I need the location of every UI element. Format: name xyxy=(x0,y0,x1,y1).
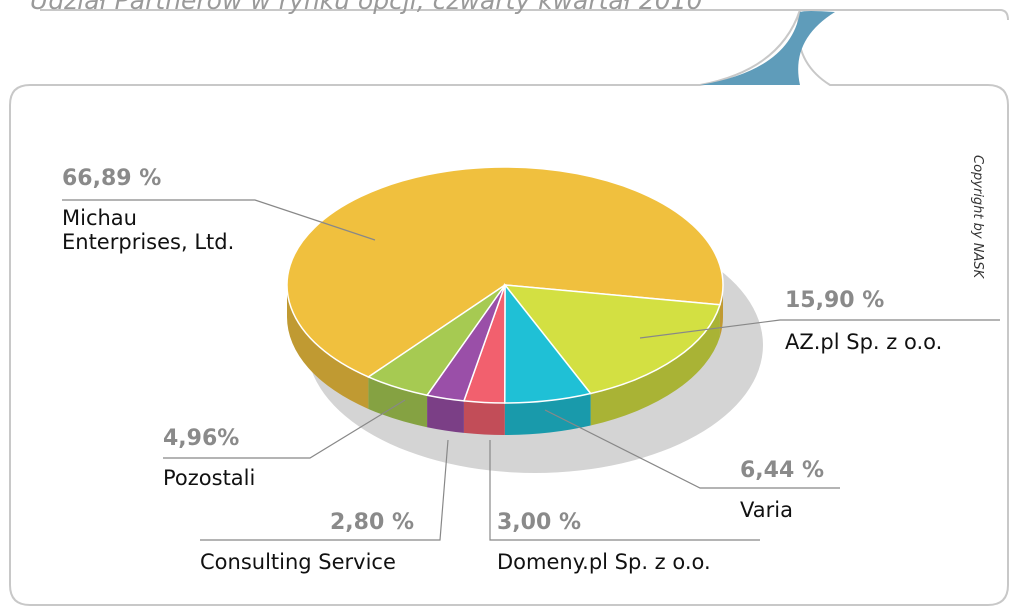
value-label: 3,00 % xyxy=(497,510,581,535)
slice-label: AZ.pl Sp. z o.o. xyxy=(785,330,943,354)
slice-label: Domeny.pl Sp. z o.o. xyxy=(497,550,711,574)
value-label: 2,80 % xyxy=(330,510,414,535)
slice-side xyxy=(427,395,464,433)
swoosh xyxy=(700,11,835,85)
value-label: 6,44 % xyxy=(740,458,824,483)
slice xyxy=(286,166,724,378)
pie xyxy=(286,166,763,473)
slice-label: Michau Enterprises, Ltd. xyxy=(62,206,235,254)
slice-side xyxy=(590,304,720,426)
copyright: Copyright by NASK xyxy=(970,155,985,279)
value-label: 4,96% xyxy=(163,426,240,451)
slice-label: Consulting Service xyxy=(200,550,396,574)
value-label: 15,90 % xyxy=(785,288,885,313)
slice-label: Varia xyxy=(740,498,793,522)
slice-side xyxy=(463,400,505,435)
chart-title: Udział Partnerów w rynku opcji, czwarty … xyxy=(30,0,703,15)
slice-side xyxy=(368,376,428,428)
slice-side xyxy=(504,393,591,436)
frame xyxy=(9,9,1009,606)
slice xyxy=(503,284,721,395)
value-label: 66,89 % xyxy=(62,166,162,191)
title-rule xyxy=(40,9,1009,21)
leaders xyxy=(62,199,1000,541)
slice-side xyxy=(287,285,369,409)
slice-label: Pozostali xyxy=(163,466,256,490)
slice xyxy=(366,284,506,397)
